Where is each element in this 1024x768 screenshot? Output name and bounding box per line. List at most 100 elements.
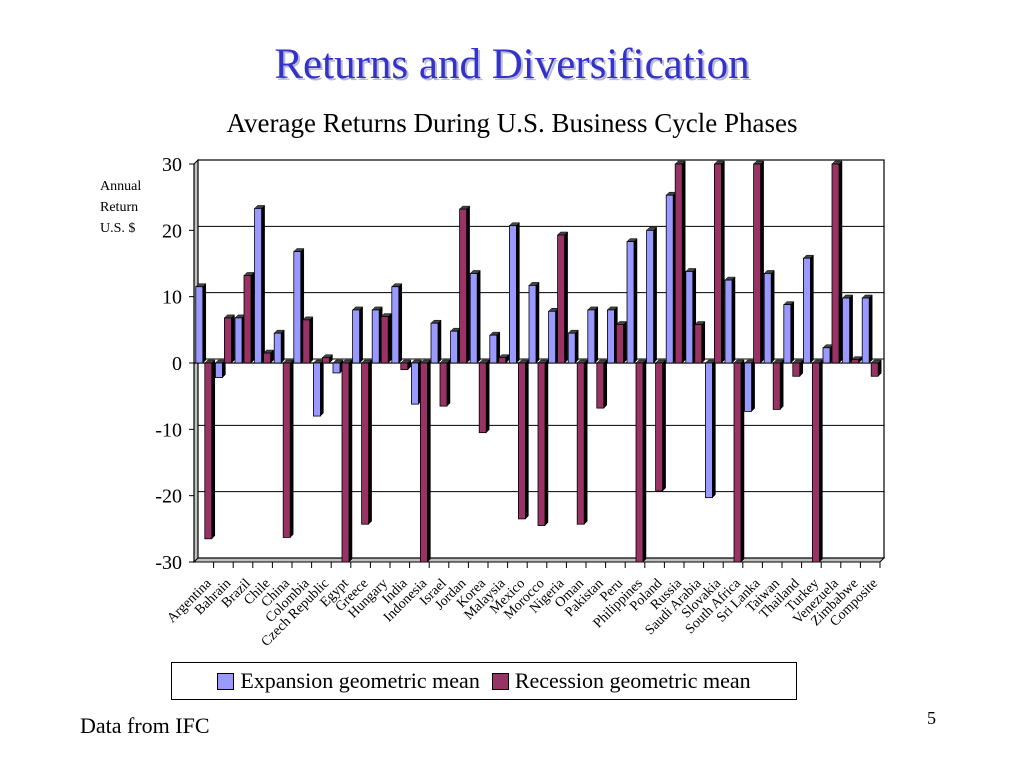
bar-expansion-side (476, 269, 481, 364)
y-tick-label: -30 (155, 552, 182, 574)
bar-recession (753, 163, 761, 364)
bar-recession-side (740, 359, 745, 563)
bar-recession (380, 316, 389, 364)
y-tick-label: 10 (162, 287, 182, 309)
bar-expansion-side (359, 306, 363, 364)
bar-recession-side (485, 359, 490, 434)
bar-recession-side (446, 359, 451, 407)
bar-expansion-side (712, 359, 716, 499)
bar-recession (419, 362, 428, 563)
bar-recession-side (348, 359, 353, 563)
bar-recession (478, 362, 487, 434)
bar-expansion-side (261, 204, 265, 364)
bar-expansion (567, 332, 576, 364)
bar-recession-side (623, 320, 627, 364)
bar-expansion (352, 309, 361, 364)
bar-recession (616, 324, 624, 364)
bar-expansion (665, 194, 674, 364)
bar-recession (321, 357, 330, 364)
bar-recession-side (779, 359, 784, 411)
bar-expansion (587, 309, 596, 364)
bar-recession (498, 357, 507, 364)
legend-label-expansion: Expansion geometric mean (240, 668, 480, 693)
legend-label-recession: Recession geometric mean (514, 668, 751, 693)
bar-expansion-side (574, 329, 579, 364)
bar-recession (576, 362, 585, 525)
bar-recession-side (681, 160, 686, 364)
bar-recession (400, 362, 409, 371)
bar-recession (694, 324, 703, 364)
bar-expansion (293, 251, 302, 364)
y-axis-label-line: Annual (100, 179, 142, 194)
bar-expansion-side (653, 226, 657, 364)
bar-expansion-side (790, 301, 795, 364)
bar-expansion (685, 271, 694, 364)
bar-expansion-side (398, 283, 403, 364)
bar-expansion (312, 362, 321, 417)
bar-recession (518, 362, 526, 520)
bar-expansion (803, 257, 811, 364)
bar-recession (812, 362, 820, 563)
bar-expansion-side (535, 281, 540, 364)
bar-expansion (705, 362, 713, 499)
bar-recession-side (211, 359, 216, 540)
bar-recession-side (231, 314, 235, 364)
bar-recession-side (642, 359, 647, 563)
bar-expansion (195, 286, 204, 364)
bar-recession-side (525, 359, 529, 520)
bar-recession-side (701, 320, 706, 364)
bar-recession (302, 319, 311, 364)
bar-recession (263, 352, 272, 364)
bar-expansion-side (770, 269, 775, 364)
bar-recession (870, 362, 879, 377)
y-tick-label: 30 (162, 154, 182, 176)
bar-recession-side (368, 359, 372, 525)
bar-expansion (450, 330, 459, 364)
bar-expansion-side (810, 254, 814, 364)
bar-recession-side (466, 205, 470, 364)
bar-recession (733, 362, 742, 563)
bar-expansion (391, 286, 400, 364)
bar-expansion (607, 309, 615, 364)
bar-recession-side (760, 160, 764, 364)
bar-recession-side (427, 359, 431, 563)
bar-recession (439, 362, 448, 407)
bar-expansion (744, 362, 752, 412)
bar-recession (831, 163, 840, 364)
y-axis-label-line: Return (100, 200, 139, 215)
bar-expansion (842, 297, 850, 364)
bar-expansion (528, 284, 537, 364)
bar-recession-side (662, 359, 666, 492)
bar-recession-side (583, 359, 588, 525)
bar-expansion (410, 362, 419, 405)
bar-expansion-side (280, 329, 285, 364)
bar-expansion-side (320, 359, 324, 417)
bar-expansion (508, 225, 517, 364)
bar-expansion (724, 279, 733, 364)
bar-recession (772, 362, 781, 410)
bar-expansion-side (516, 222, 520, 364)
bar-chart: 3020100-10-20-30ArgentinaBahrainBrazilCh… (155, 154, 886, 650)
bar-expansion (254, 208, 263, 364)
y-tick-label: 0 (172, 353, 182, 375)
bar-expansion (214, 362, 223, 378)
bar-recession (537, 362, 546, 526)
bar-expansion (783, 304, 792, 364)
bar-recession (655, 362, 663, 492)
bar-expansion-side (633, 238, 638, 364)
bar-recession-side (603, 359, 608, 409)
slide-title: Returns and Diversification (274, 41, 750, 88)
bar-expansion (822, 347, 831, 364)
y-tick-label: -20 (155, 486, 182, 508)
legend-item-recession: Recession geometric mean (491, 668, 751, 694)
bar-expansion (234, 317, 243, 364)
bar-expansion (763, 273, 772, 364)
bar-expansion (371, 309, 380, 364)
y-tick-label: -10 (155, 419, 182, 441)
legend-item-expansion: Expansion geometric mean (217, 668, 480, 694)
bar-expansion-side (751, 359, 755, 413)
bar-recession-side (387, 312, 392, 364)
bar-recession (792, 362, 801, 377)
bar-expansion-side (594, 306, 599, 364)
bar-recession-side (544, 359, 549, 527)
